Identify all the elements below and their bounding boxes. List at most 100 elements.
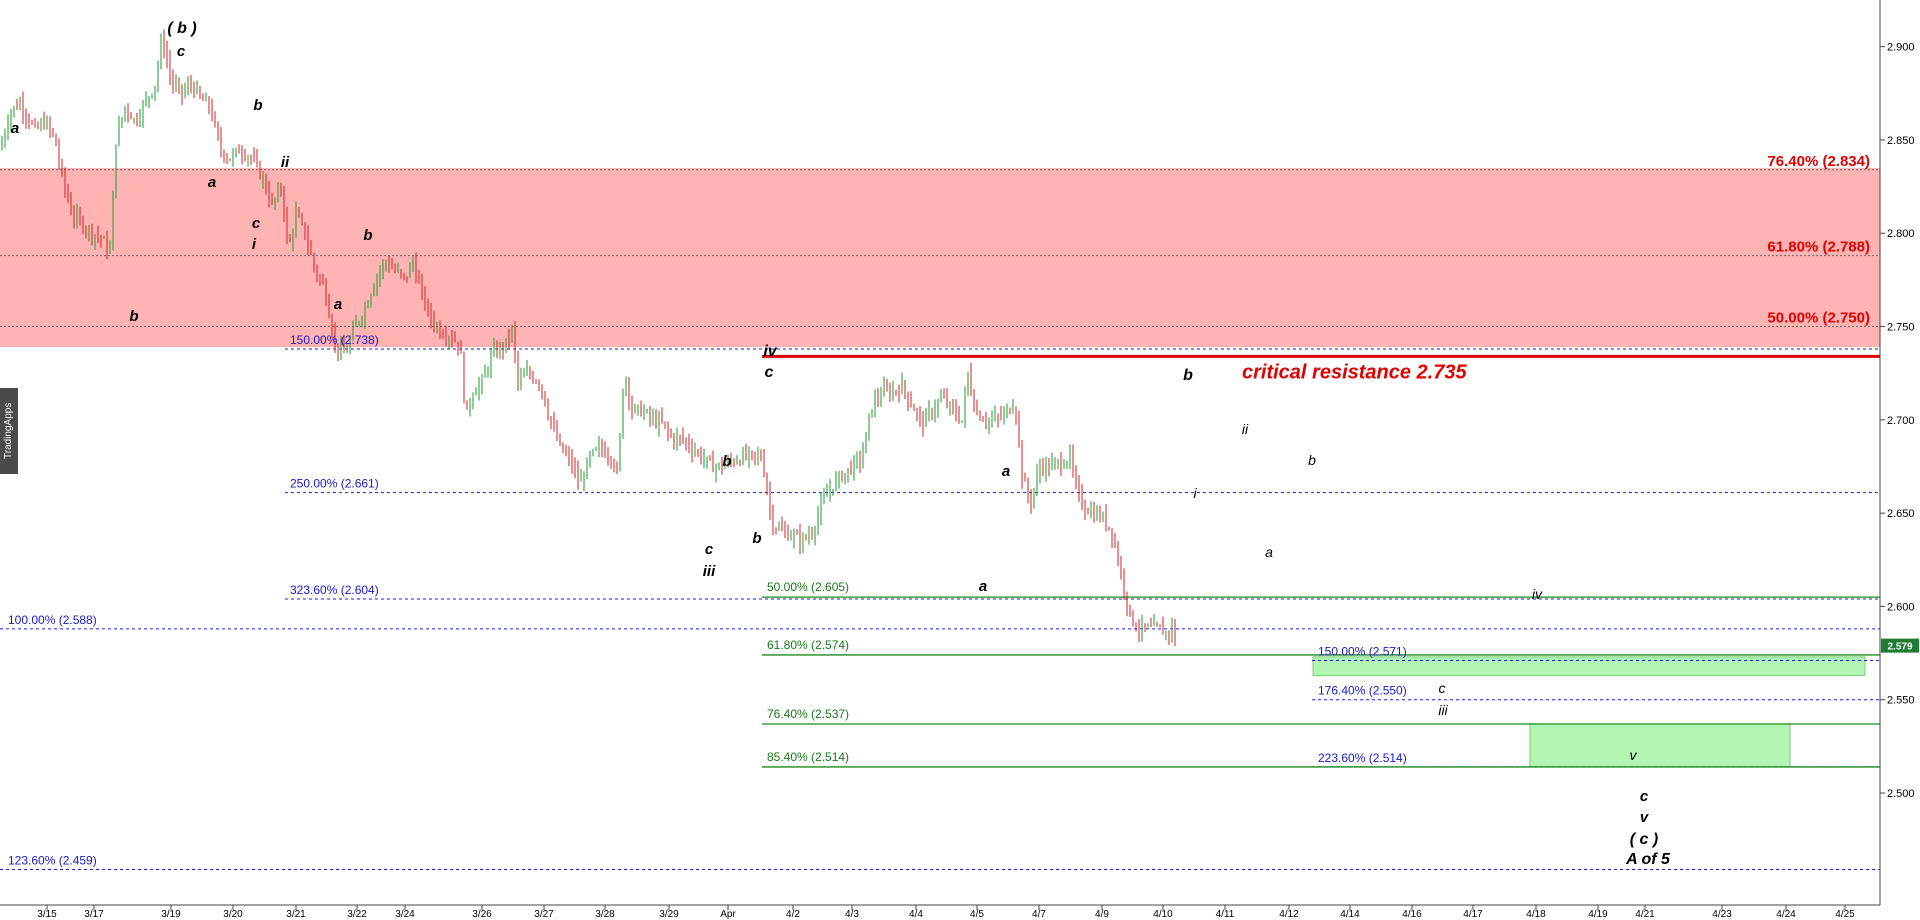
wave-label: i <box>1193 485 1197 501</box>
y-tick-label: 2.750 <box>1887 322 1915 334</box>
fib-label-blue: 150.00% (2.738) <box>290 333 379 347</box>
target-zone <box>1529 723 1791 768</box>
fib-label-red: 61.80% (2.788) <box>1767 239 1870 256</box>
fib-lines-layer <box>0 169 1880 871</box>
wave-label: ( c ) <box>1630 831 1658 848</box>
x-tick-label: 3/19 <box>161 909 181 920</box>
fib-label-green: 61.80% (2.574) <box>767 638 849 652</box>
wave-label: ii <box>281 154 290 171</box>
fib-label-green: 50.00% (2.605) <box>767 580 849 594</box>
zones-layer <box>0 167 1880 768</box>
x-tick-label: 3/20 <box>223 909 243 920</box>
wave-label: i <box>252 236 257 253</box>
x-tick-label: 3/24 <box>395 909 415 920</box>
y-tick-label: 2.700 <box>1887 415 1915 427</box>
x-tick-label: 3/29 <box>659 909 679 920</box>
wave-label: ( b ) <box>167 20 196 37</box>
wave-label: v <box>1630 747 1638 763</box>
wave-label: A of 5 <box>1625 851 1671 868</box>
x-tick-label: 4/19 <box>1588 909 1608 920</box>
wave-label: a <box>1265 544 1273 560</box>
wave-label: b <box>129 308 138 325</box>
wave-label: a <box>979 578 987 595</box>
x-tick-label: 4/14 <box>1340 909 1360 920</box>
x-tick-label: 4/16 <box>1402 909 1422 920</box>
x-tick-label: 4/3 <box>845 909 859 920</box>
wave-label: c <box>1640 788 1649 805</box>
x-tick-label: 4/7 <box>1032 909 1046 920</box>
fib-label-blue: 123.60% (2.459) <box>8 854 97 868</box>
wave-label: b <box>1183 367 1193 384</box>
x-tick-label: 4/11 <box>1216 909 1235 920</box>
fib-label-red: 76.40% (2.834) <box>1767 153 1870 170</box>
wave-label: b <box>722 453 731 470</box>
y-tick-label: 2.800 <box>1887 228 1915 240</box>
x-tick-label: 4/5 <box>970 909 984 920</box>
y-tick-label: 2.900 <box>1887 42 1915 54</box>
wave-label: a <box>208 174 216 191</box>
x-tick-label: 4/17 <box>1463 909 1483 920</box>
x-tick-label: 4/23 <box>1712 909 1732 920</box>
last-price-badge <box>1881 638 1919 653</box>
critical-resistance-label: critical resistance 2.735 <box>1242 361 1467 383</box>
x-tick-label: Apr <box>720 909 736 920</box>
fib-label-blue: 150.00% (2.571) <box>1318 645 1407 659</box>
wave-label: iv <box>1532 586 1543 602</box>
wave-label: c <box>177 43 186 60</box>
wave-label: a <box>11 120 19 137</box>
fib-label-blue: 176.40% (2.550) <box>1318 684 1407 698</box>
wave-label: b <box>1308 452 1316 468</box>
x-tick-label: 3/26 <box>472 909 492 920</box>
wave-label: c <box>765 364 774 381</box>
wave-label: ii <box>1242 421 1249 437</box>
wave-label: iii <box>1438 702 1448 718</box>
resistance-zone <box>0 167 1880 348</box>
x-tick-label: 4/24 <box>1776 909 1796 920</box>
x-tick-label: 4/25 <box>1835 909 1855 920</box>
y-tick-label: 2.500 <box>1887 788 1915 800</box>
last-price-label: 2.579 <box>1887 642 1912 653</box>
candles-layer <box>1 29 1176 647</box>
fib-label-blue: 223.60% (2.514) <box>1318 751 1407 765</box>
wave-label: a <box>1002 463 1010 480</box>
y-tick-label: 2.650 <box>1887 508 1915 520</box>
y-tick-label: 2.600 <box>1887 601 1915 613</box>
wave-label: v <box>1640 809 1650 826</box>
x-tick-label: 3/17 <box>84 909 104 920</box>
x-tick-label: 3/21 <box>286 909 306 920</box>
labels-layer: 76.40% (2.834) 61.80% (2.788) 50.00% (2.75… <box>8 20 1870 868</box>
fib-label-blue: 100.00% (2.588) <box>8 613 97 627</box>
wave-label: a <box>334 296 342 313</box>
x-tick-label: 4/10 <box>1153 909 1173 920</box>
wave-label: iii <box>703 563 716 580</box>
x-tick-label: 4/21 <box>1635 909 1655 920</box>
wave-label: c <box>252 215 261 232</box>
wave-label: b <box>363 227 372 244</box>
x-tick-label: 3/28 <box>595 909 615 920</box>
time-axis-bg <box>0 905 1920 920</box>
wave-label: b <box>253 97 262 114</box>
y-tick-label: 2.550 <box>1887 695 1915 707</box>
fib-label-red: 50.00% (2.750) <box>1767 310 1870 327</box>
fib-label-blue: 323.60% (2.604) <box>290 583 379 597</box>
y-tick-label: 2.850 <box>1887 135 1915 147</box>
x-tick-label: 4/18 <box>1526 909 1546 920</box>
x-tick-label: 3/15 <box>37 909 57 920</box>
price-axis-bg <box>1880 0 1920 920</box>
tradingapps-watermark: TradingApps <box>0 388 18 474</box>
target-zone <box>1312 656 1866 676</box>
wave-label: b <box>752 530 761 547</box>
wave-label: iv <box>763 343 777 360</box>
x-tick-label: 3/22 <box>347 909 367 920</box>
fib-label-green: 76.40% (2.537) <box>767 707 849 721</box>
x-tick-label: 3/27 <box>534 909 554 920</box>
wave-label: c <box>705 541 714 558</box>
x-tick-label: 4/2 <box>786 909 800 920</box>
fib-label-green: 85.40% (2.514) <box>767 750 849 764</box>
x-tick-label: 4/12 <box>1279 909 1299 920</box>
x-tick-label: 4/9 <box>1095 909 1109 920</box>
x-tick-label: 4/4 <box>909 909 923 920</box>
wave-label: c <box>1439 680 1446 696</box>
